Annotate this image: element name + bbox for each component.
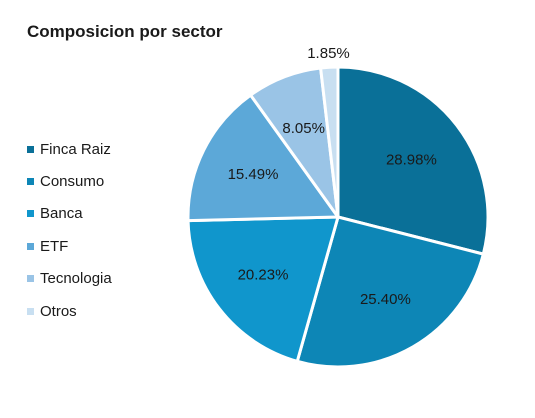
legend-label-etf: ETF (40, 237, 69, 255)
legend-swatch-finca-raiz (27, 145, 34, 153)
slice-label-tecnologia: 8.05% (282, 120, 325, 137)
legend-label-banca: Banca (40, 205, 83, 223)
legend-item-finca-raiz: Finca Raiz (27, 133, 112, 165)
chart-title: Composicion por sector (27, 22, 223, 41)
legend-swatch-consumo (27, 178, 34, 186)
legend: Finca Raiz Consumo Banca ETF Tecnologia … (27, 133, 112, 327)
legend-label-otros: Otros (40, 302, 77, 320)
legend-item-otros: Otros (27, 295, 112, 327)
legend-item-consumo: Consumo (27, 165, 112, 197)
pie-slice-finca-raiz (336, 65, 490, 256)
slice-label-consumo: 25.40% (360, 291, 411, 308)
slice-label-otros: 1.85% (307, 45, 350, 62)
legend-item-etf: ETF (27, 230, 112, 262)
pie-slice-otros (319, 65, 340, 219)
legend-swatch-banca (27, 210, 34, 218)
legend-swatch-etf (27, 242, 34, 250)
slice-label-finca-raiz: 28.98% (386, 152, 437, 169)
pie-slice-consumo (295, 215, 485, 369)
pie-slice-etf (186, 93, 340, 223)
slice-label-banca: 20.23% (238, 267, 289, 284)
legend-swatch-otros (27, 307, 34, 315)
legend-item-banca: Banca (27, 198, 112, 230)
slice-label-etf: 15.49% (228, 166, 279, 183)
legend-label-consumo: Consumo (40, 173, 105, 191)
legend-label-tecnologia: Tecnologia (40, 270, 112, 288)
pie-slice-banca (186, 215, 340, 363)
legend-item-tecnologia: Tecnologia (27, 263, 112, 295)
legend-label-finca-raiz: Finca Raiz (40, 140, 111, 158)
legend-swatch-tecnologia (27, 275, 34, 283)
